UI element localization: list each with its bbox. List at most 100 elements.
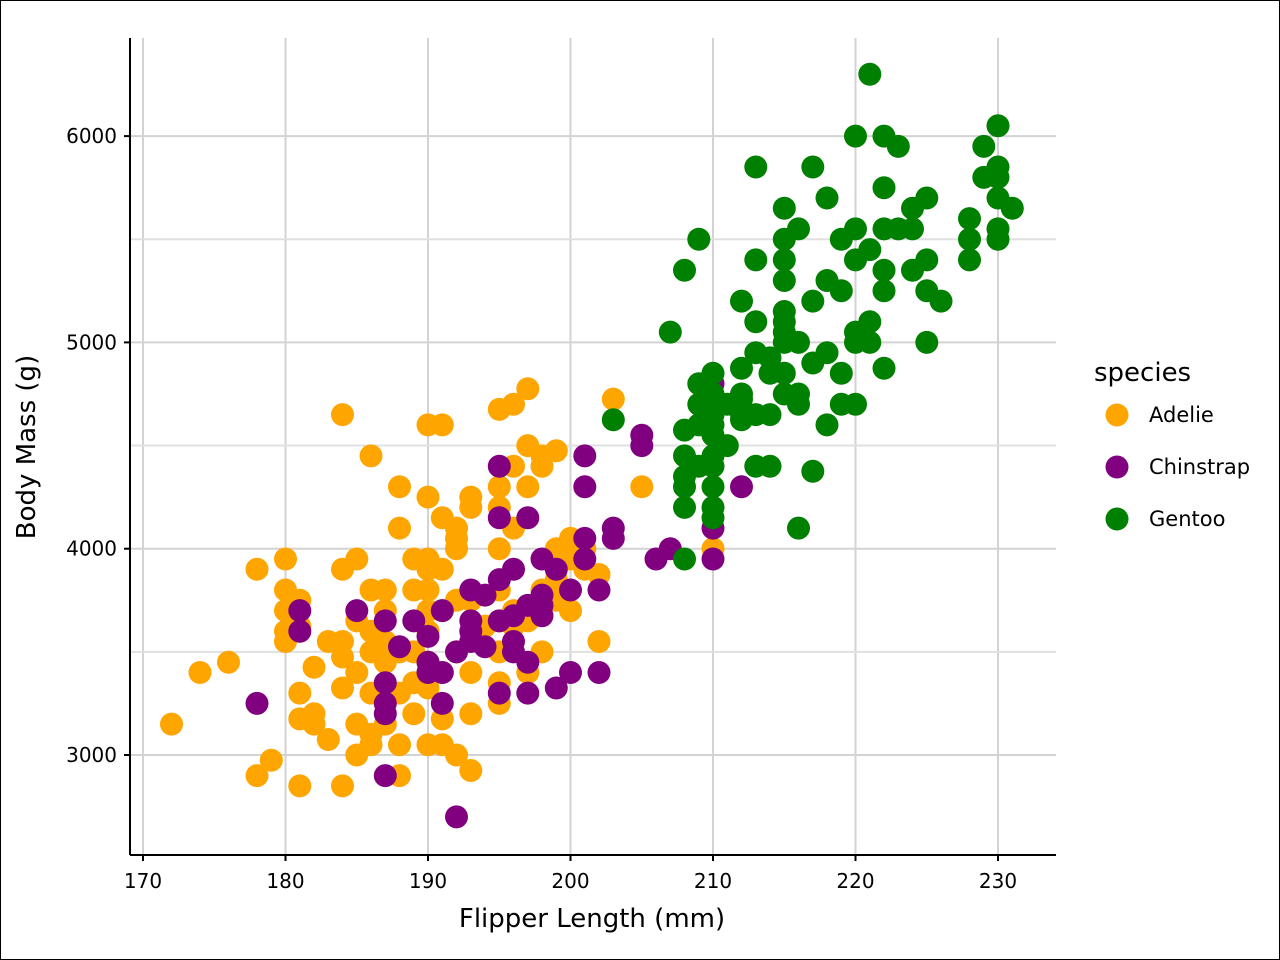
- data-point: [559, 661, 582, 684]
- y-tick-label: 6000: [66, 124, 117, 148]
- data-point: [758, 454, 782, 478]
- data-point: [544, 439, 568, 463]
- data-point: [302, 655, 326, 679]
- data-point: [487, 681, 511, 705]
- data-point: [473, 583, 497, 607]
- data-point: [787, 382, 810, 406]
- legend-marker: [1105, 507, 1129, 531]
- data-point: [630, 423, 654, 447]
- legend-label: Gentoo: [1149, 507, 1225, 531]
- data-point: [758, 346, 782, 370]
- data-point: [487, 454, 511, 478]
- x-tick-label: 200: [551, 869, 589, 893]
- data-point: [345, 599, 369, 623]
- data-point: [430, 557, 454, 581]
- data-point: [915, 248, 939, 272]
- legend-item-chinstrap: Chinstrap: [1105, 455, 1250, 479]
- data-point: [288, 681, 312, 705]
- data-point: [772, 269, 796, 292]
- x-tick-label: 210: [694, 869, 732, 893]
- data-point: [730, 289, 753, 313]
- data-point: [502, 392, 525, 416]
- data-point: [430, 661, 454, 684]
- data-point: [516, 377, 540, 401]
- data-point: [331, 403, 354, 427]
- data-point: [829, 279, 853, 303]
- data-point: [587, 661, 611, 684]
- data-point: [972, 134, 996, 158]
- x-tick-label: 190: [409, 869, 447, 893]
- data-point: [858, 330, 882, 354]
- data-point: [416, 485, 440, 509]
- data-point: [416, 578, 440, 602]
- data-point: [502, 630, 525, 653]
- data-point: [958, 227, 981, 251]
- grid-lines: [130, 38, 1056, 855]
- data-point: [331, 676, 354, 700]
- data-point: [245, 764, 269, 788]
- data-point: [288, 599, 312, 623]
- data-point: [331, 774, 354, 798]
- data-point: [573, 475, 597, 499]
- y-tick-label: 5000: [66, 330, 117, 354]
- legend-item-adelie: Adelie: [1105, 403, 1214, 427]
- data-point: [373, 764, 397, 788]
- data-point: [958, 207, 981, 231]
- data-point: [445, 516, 468, 540]
- data-point: [487, 537, 511, 561]
- data-point: [331, 630, 354, 653]
- data-point: [373, 578, 397, 602]
- legend-marker: [1105, 403, 1129, 427]
- data-point: [288, 619, 312, 643]
- data-point: [886, 134, 910, 158]
- data-point: [844, 392, 867, 416]
- data-point: [445, 805, 468, 829]
- data-point: [459, 609, 483, 633]
- data-point: [801, 289, 825, 313]
- data-point: [445, 743, 468, 767]
- data-point: [516, 506, 540, 530]
- data-point: [388, 475, 411, 499]
- data-point: [459, 485, 483, 509]
- data-point: [587, 578, 611, 602]
- data-point: [986, 155, 1010, 179]
- data-point: [787, 217, 810, 241]
- data-point: [673, 258, 696, 282]
- data-point: [915, 186, 939, 210]
- data-point: [388, 635, 411, 659]
- data-point: [516, 681, 540, 705]
- x-tick-label: 180: [266, 869, 304, 893]
- data-point: [701, 495, 725, 519]
- data-point: [872, 258, 896, 282]
- data-point: [359, 444, 383, 468]
- data-point: [872, 279, 896, 303]
- data-point: [815, 341, 839, 365]
- data-point: [601, 516, 625, 540]
- data-point: [573, 444, 597, 468]
- data-point: [872, 356, 896, 380]
- data-point: [245, 557, 269, 581]
- y-tick-label: 3000: [66, 743, 117, 767]
- data-point: [829, 361, 853, 385]
- tick-labels: 170 180 190 200 210 220 230 3000 4000 5000 6000: [66, 124, 1017, 893]
- data-point: [986, 114, 1010, 138]
- series-chinstrap: [245, 372, 753, 829]
- data-point: [388, 733, 411, 757]
- data-point: [673, 547, 696, 571]
- data-point: [787, 330, 810, 354]
- data-point: [373, 609, 397, 633]
- data-point: [373, 671, 397, 695]
- data-point: [459, 759, 483, 782]
- data-point: [1000, 196, 1024, 220]
- data-point: [544, 676, 568, 700]
- data-point: [487, 506, 511, 530]
- data-point: [544, 557, 568, 581]
- data-point: [573, 547, 597, 571]
- data-point: [744, 310, 768, 334]
- data-point: [815, 186, 839, 210]
- data-point: [473, 635, 497, 659]
- data-point: [430, 599, 454, 623]
- data-point: [402, 702, 426, 726]
- data-point: [958, 248, 981, 272]
- data-point: [673, 495, 696, 519]
